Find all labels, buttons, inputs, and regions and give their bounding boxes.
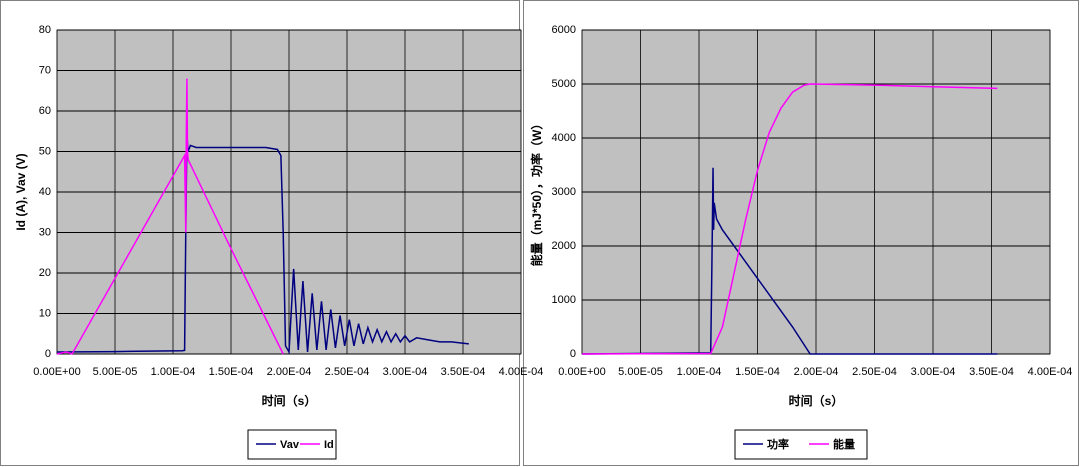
y-tick-label: 10 <box>39 307 51 319</box>
y-tick-label: 6000 <box>552 24 576 36</box>
x-tick-label: 3.00E-04 <box>383 366 428 378</box>
series-line <box>581 83 998 355</box>
x-tick-label: 1.50E-04 <box>209 366 254 378</box>
y-tick-label: 5000 <box>552 78 576 90</box>
x-tick-label: 2.50E-04 <box>325 366 370 378</box>
x-tick-label: 0.00E+00 <box>33 366 80 378</box>
series-line <box>56 135 469 355</box>
x-tick-label: 5.00E-05 <box>93 366 138 378</box>
x-tick-label: 1.00E-04 <box>151 366 196 378</box>
legend-label: 能量 <box>833 437 855 451</box>
x-tick-label: 1.50E-04 <box>735 366 780 378</box>
x-tick-label: 3.50E-04 <box>441 366 486 378</box>
x-tick-label: 2.50E-04 <box>852 366 897 378</box>
y-axis-title: 能量（mJ*50），功率（W） <box>529 118 544 267</box>
x-tick-label: 2.00E-04 <box>794 366 839 378</box>
y-axis-title: Id (A), Vav (V) <box>14 153 28 230</box>
x-tick-label: 1.00E-04 <box>677 366 722 378</box>
x-axis-title: 时间（s） <box>262 393 317 408</box>
legend-box <box>734 429 868 460</box>
series-line <box>581 167 998 355</box>
y-tick-label: 0 <box>45 348 51 360</box>
y-tick-label: 1000 <box>552 294 576 306</box>
x-tick-label: 4.00E-04 <box>1028 366 1073 378</box>
y-tick-label: 4000 <box>552 132 576 144</box>
series-line <box>56 78 284 355</box>
y-tick-label: 60 <box>39 105 51 117</box>
y-tick-label: 0 <box>570 348 576 360</box>
y-tick-label: 80 <box>39 24 51 36</box>
legend-label: 功率 <box>767 437 789 451</box>
x-tick-label: 3.50E-04 <box>969 366 1014 378</box>
x-tick-label: 3.00E-04 <box>911 366 956 378</box>
y-tick-label: 40 <box>39 186 51 198</box>
x-axis-title: 时间（s） <box>789 393 844 408</box>
y-tick-label: 2000 <box>552 240 576 252</box>
y-tick-label: 3000 <box>552 186 576 198</box>
legend-label: Id <box>324 439 334 451</box>
legend-label: Vav <box>280 439 300 451</box>
x-tick-label: 4.00E-04 <box>499 366 544 378</box>
y-tick-label: 50 <box>39 145 51 157</box>
y-tick-label: 30 <box>39 226 51 238</box>
y-tick-label: 20 <box>39 267 51 279</box>
x-tick-label: 0.00E+00 <box>558 366 605 378</box>
x-tick-label: 2.00E-04 <box>267 366 312 378</box>
x-tick-label: 5.00E-05 <box>618 366 663 378</box>
y-tick-label: 70 <box>39 64 51 76</box>
